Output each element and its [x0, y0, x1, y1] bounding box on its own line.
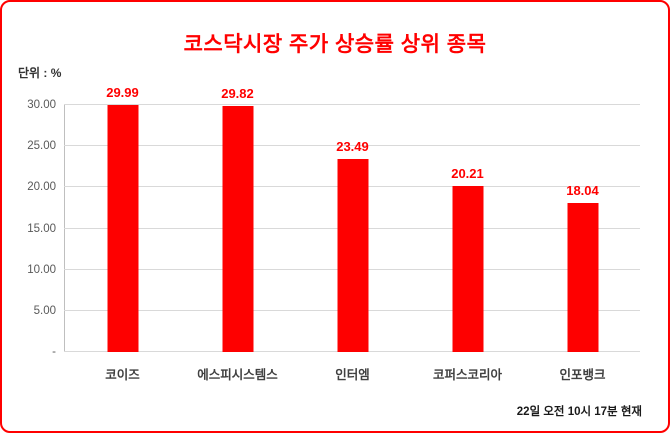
- bar-value-label: 23.49: [336, 138, 369, 154]
- y-tick-label: 5.00: [33, 304, 56, 317]
- bar-column: 29.99 코이즈: [65, 85, 180, 382]
- timestamp-note: 22일 오전 10시 17분 현재: [516, 406, 642, 418]
- category-label: 인포뱅크: [559, 368, 606, 382]
- category-label: 인터엠: [335, 368, 370, 382]
- category-label: 에스피시스템스: [197, 368, 278, 382]
- bar: [567, 203, 598, 352]
- y-tick-label: 15.00: [27, 222, 56, 235]
- bar: [222, 106, 253, 352]
- unit-label: 단위 : %: [18, 66, 62, 80]
- y-axis-line: [64, 105, 65, 352]
- bar-column: 18.04 인포뱅크: [525, 105, 640, 382]
- bar-column: 29.82 에스피시스템스: [180, 86, 295, 382]
- category-label: 코이즈: [105, 368, 140, 382]
- y-tick-label: 25.00: [27, 140, 56, 153]
- y-tick-label: 20.00: [27, 181, 56, 194]
- y-tick-label: -: [52, 346, 56, 358]
- bar: [337, 158, 368, 352]
- y-tick-label: 10.00: [27, 263, 56, 276]
- bar-value-label: 20.21: [451, 165, 484, 181]
- gridline: [64, 104, 640, 105]
- bars-layer: 29.99 코이즈 29.82 에스피시스템스 23.49 인터엠 20.21 코퍼스코리아 1…: [65, 85, 640, 382]
- bar: [107, 105, 138, 352]
- plot-area: 30.00 25.00 20.00 15.00 10.00 5.00- 29.99 코이즈 2…: [27, 85, 640, 382]
- bar-column: 20.21 코퍼스코리아: [410, 105, 525, 382]
- bar-column: 23.49 인터엠: [295, 105, 410, 382]
- chart-title: 코스닥시장 주가 상승률 상위 종목: [183, 33, 487, 56]
- y-tick-label: 30.00: [27, 99, 56, 111]
- bar-value-label: 29.99: [106, 85, 139, 101]
- category-label: 코퍼스코리아: [432, 368, 502, 382]
- gridline: [64, 145, 640, 147]
- bar-value-label: 29.82: [221, 86, 254, 102]
- bar-value-label: 18.04: [566, 183, 599, 199]
- bar: [452, 185, 483, 352]
